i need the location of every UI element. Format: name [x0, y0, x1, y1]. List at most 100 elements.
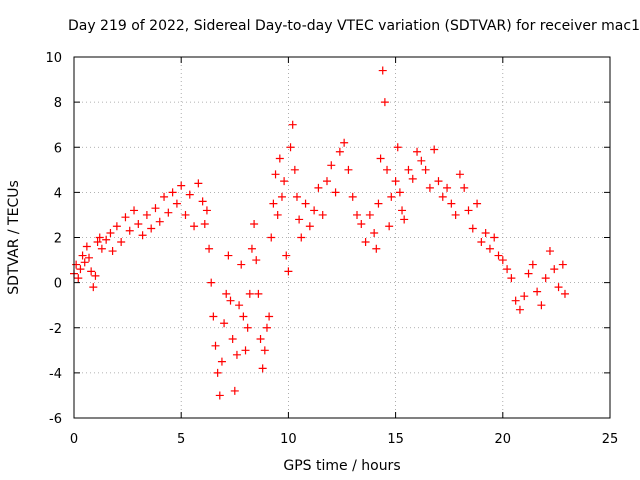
data-point	[277, 192, 286, 201]
data-point	[72, 260, 81, 269]
data-point	[490, 233, 499, 242]
data-point	[335, 147, 344, 156]
data-point	[258, 364, 267, 373]
y-tick-label: 8	[54, 96, 62, 111]
data-point	[421, 165, 430, 174]
data-point	[76, 265, 85, 274]
y-axis-label: SDTVAR / TECUs	[6, 180, 22, 295]
data-point	[271, 170, 280, 179]
data-point	[117, 238, 126, 247]
data-point	[151, 204, 160, 213]
data-point	[498, 256, 507, 265]
data-point	[252, 256, 261, 265]
data-point	[267, 233, 276, 242]
data-point	[413, 147, 422, 156]
data-point	[237, 260, 246, 269]
data-point	[200, 219, 209, 228]
data-point	[181, 210, 190, 219]
data-point	[425, 183, 434, 192]
data-point	[213, 368, 222, 377]
y-tick-label: 0	[54, 277, 62, 292]
data-point	[185, 190, 194, 199]
data-point	[134, 219, 143, 228]
data-point	[383, 165, 392, 174]
chart-title: Day 219 of 2022, Sidereal Day-to-day VTE…	[67, 18, 640, 34]
data-point	[125, 226, 134, 235]
data-point	[434, 177, 443, 186]
data-point	[112, 222, 121, 231]
data-point	[481, 228, 490, 237]
y-tick-label: -6	[49, 412, 62, 427]
data-point	[365, 210, 374, 219]
data-point	[260, 346, 269, 355]
data-point	[164, 208, 173, 217]
x-tick-label: 10	[280, 432, 297, 447]
data-point	[322, 177, 331, 186]
x-tick-label: 0	[70, 432, 78, 447]
data-point	[374, 199, 383, 208]
data-point	[228, 335, 237, 344]
data-point	[340, 138, 349, 147]
data-point	[417, 156, 426, 165]
data-point	[265, 312, 274, 321]
x-tick-label: 15	[387, 432, 404, 447]
data-point	[348, 192, 357, 201]
x-tick-label: 5	[177, 432, 185, 447]
data-point	[275, 154, 284, 163]
data-point	[142, 210, 151, 219]
data-point	[273, 210, 282, 219]
data-point	[464, 206, 473, 215]
data-point	[290, 165, 299, 174]
data-point	[395, 188, 404, 197]
data-point	[438, 192, 447, 201]
data-point	[202, 206, 211, 215]
data-point	[370, 228, 379, 237]
data-point	[190, 222, 199, 231]
data-point	[106, 228, 115, 237]
data-point	[194, 179, 203, 188]
data-point	[226, 296, 235, 305]
data-point	[455, 170, 464, 179]
data-point	[256, 335, 265, 344]
data-point	[558, 260, 567, 269]
data-point	[147, 224, 156, 233]
data-point	[378, 66, 387, 75]
data-point	[387, 192, 396, 201]
data-point	[545, 247, 554, 256]
data-point	[376, 154, 385, 163]
data-point	[108, 247, 117, 256]
data-point	[361, 238, 370, 247]
data-point	[344, 165, 353, 174]
data-point	[331, 188, 340, 197]
data-point	[172, 199, 181, 208]
data-point	[280, 177, 289, 186]
data-point	[87, 267, 96, 276]
data-point	[82, 242, 91, 251]
data-point	[372, 244, 381, 253]
y-tick-label: 2	[54, 232, 62, 247]
data-point	[102, 235, 111, 244]
data-point	[468, 224, 477, 233]
data-point	[241, 346, 250, 355]
data-point	[515, 305, 524, 314]
y-tick-label: -4	[49, 367, 62, 382]
data-point	[130, 206, 139, 215]
data-point	[473, 199, 482, 208]
data-point	[385, 222, 394, 231]
data-point	[160, 192, 169, 201]
data-point	[205, 244, 214, 253]
data-point	[282, 251, 291, 260]
data-point	[95, 233, 104, 242]
data-point	[310, 206, 319, 215]
data-point	[391, 177, 400, 186]
data-point	[121, 213, 130, 222]
data-point	[398, 206, 407, 215]
x-tick-label: 25	[602, 432, 619, 447]
data-point	[520, 292, 529, 301]
data-point	[168, 188, 177, 197]
data-point	[393, 143, 402, 152]
data-point	[380, 98, 389, 107]
x-axis-label: GPS time / hours	[283, 458, 400, 474]
data-point	[408, 174, 417, 183]
